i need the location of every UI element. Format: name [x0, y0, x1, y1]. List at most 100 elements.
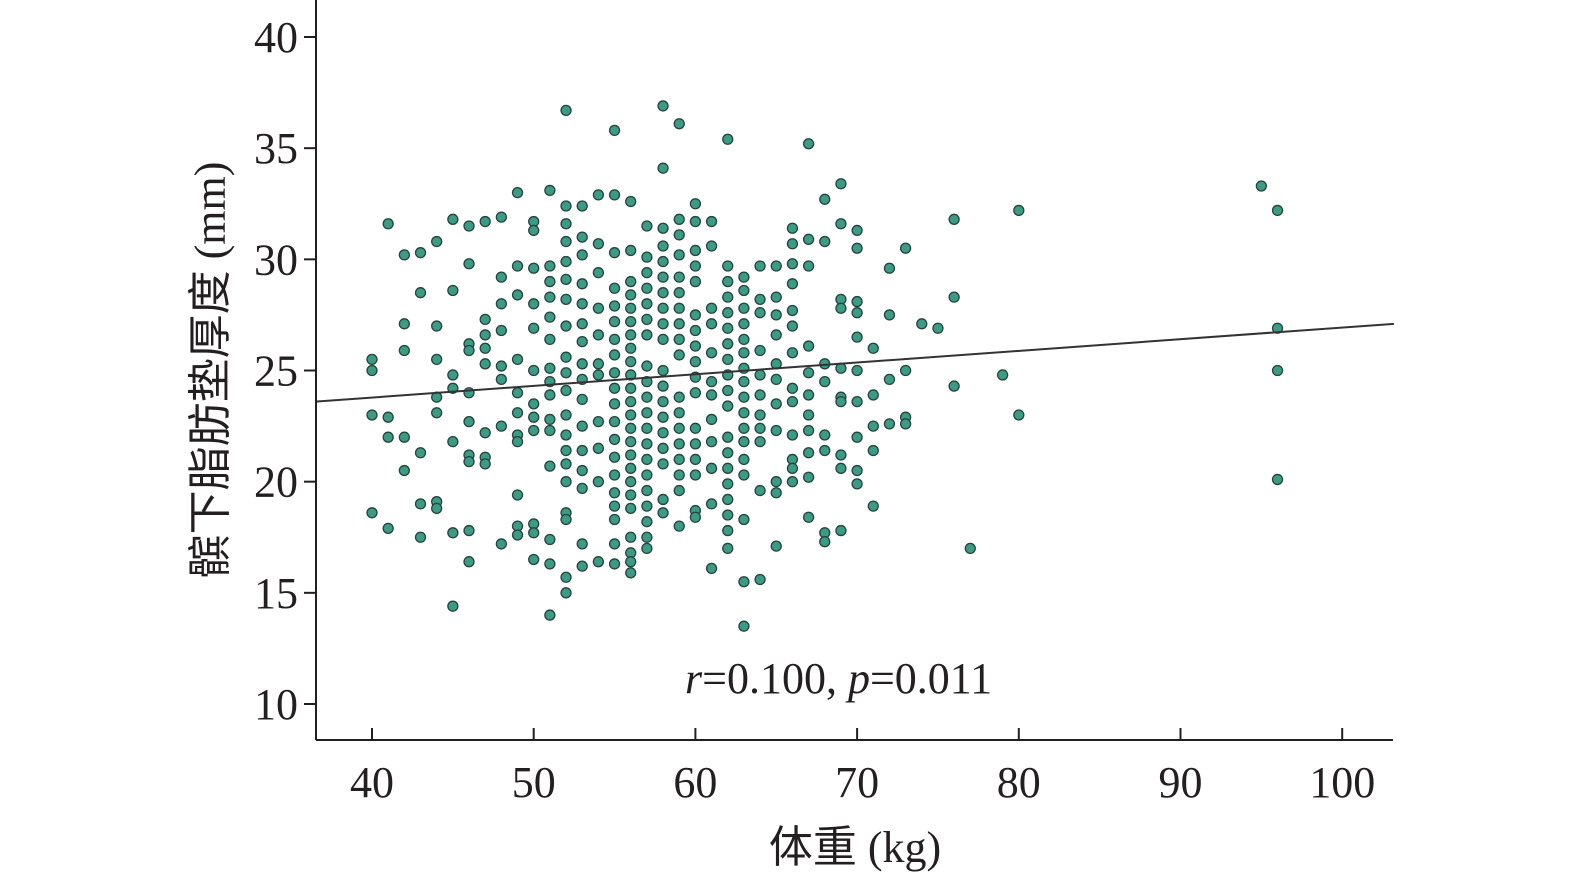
x-axis-title: 体重 (kg)	[769, 823, 941, 872]
y-tick-label: 15	[254, 569, 298, 618]
data-point	[835, 462, 847, 474]
data-point	[786, 429, 799, 441]
data-point	[705, 302, 718, 314]
data-point	[689, 438, 702, 450]
data-point	[495, 360, 508, 372]
data-point	[511, 529, 524, 541]
data-point	[899, 418, 912, 430]
data-point	[511, 489, 524, 501]
data-point	[722, 493, 734, 506]
data-point	[657, 411, 669, 423]
data-point	[657, 507, 669, 519]
data-point	[576, 249, 588, 261]
data-point	[608, 451, 621, 463]
data-point	[835, 449, 847, 461]
data-point	[625, 409, 637, 421]
data-point	[770, 487, 782, 499]
data-point	[479, 215, 491, 228]
data-point	[592, 329, 605, 341]
data-point	[625, 315, 637, 328]
data-point	[689, 387, 702, 399]
data-point	[722, 400, 734, 412]
data-point	[608, 487, 621, 499]
data-point	[657, 287, 669, 299]
data-point	[528, 398, 540, 410]
data-point	[738, 302, 750, 314]
data-point	[641, 282, 653, 294]
data-point	[382, 411, 394, 423]
data-point	[705, 240, 718, 252]
data-point	[608, 558, 621, 570]
data-point	[576, 482, 588, 494]
data-point	[689, 198, 702, 210]
data-point	[657, 493, 669, 506]
data-point	[528, 322, 540, 334]
data-point	[479, 358, 491, 370]
p-symbol: p	[845, 654, 870, 703]
y-tick-label: 25	[254, 347, 298, 396]
data-point	[754, 573, 766, 586]
data-point	[673, 391, 685, 403]
y-tick-label: 10	[254, 680, 298, 729]
data-point	[447, 369, 459, 381]
data-point	[819, 536, 831, 548]
r-value: =0.100,	[702, 654, 848, 703]
data-point	[705, 375, 718, 388]
data-point	[1255, 180, 1267, 192]
data-point	[592, 189, 605, 201]
data-point	[479, 342, 491, 354]
data-point	[689, 511, 702, 523]
data-point	[528, 411, 540, 423]
data-point	[867, 342, 879, 354]
data-point	[544, 424, 556, 437]
data-point	[754, 422, 766, 434]
data-point	[802, 138, 815, 150]
data-point	[673, 469, 685, 481]
data-point	[722, 509, 734, 521]
x-ticks: 40 50 60 70 80 90 100	[350, 728, 1375, 807]
data-point	[754, 293, 766, 306]
data-point	[819, 429, 831, 441]
data-point	[899, 364, 912, 377]
data-point	[592, 267, 605, 279]
data-point	[447, 284, 459, 297]
data-point	[641, 313, 653, 326]
data-point	[754, 344, 766, 357]
data-point	[705, 389, 718, 401]
data-point	[689, 215, 702, 228]
data-point	[625, 449, 637, 461]
data-point	[576, 358, 588, 370]
data-point	[754, 369, 766, 381]
data-point	[754, 409, 766, 421]
data-point	[705, 562, 718, 575]
data-point	[851, 224, 863, 237]
data-point	[657, 395, 669, 408]
data-point	[657, 364, 669, 377]
data-point	[495, 271, 508, 283]
data-point	[608, 315, 621, 328]
data-point	[802, 511, 815, 523]
x-tick-label: 70	[835, 758, 879, 807]
data-point	[463, 387, 475, 399]
data-point	[641, 531, 653, 543]
data-point	[592, 358, 605, 370]
y-axis-title: 髌下脂肪垫厚度 (mm)	[186, 162, 235, 579]
data-point	[463, 524, 475, 537]
data-point	[447, 213, 459, 225]
data-point	[479, 427, 491, 439]
data-point	[414, 287, 427, 299]
data-point	[625, 436, 637, 448]
data-point	[673, 484, 685, 497]
data-point	[528, 527, 540, 539]
data-point	[722, 384, 734, 397]
data-point	[382, 522, 394, 535]
data-point	[689, 244, 702, 257]
data-point	[932, 322, 944, 334]
data-point	[495, 298, 508, 310]
data-point	[802, 233, 815, 245]
data-point	[641, 267, 653, 279]
data-point	[964, 542, 976, 555]
data-point	[722, 307, 734, 319]
data-point	[625, 244, 637, 257]
data-point	[447, 436, 459, 448]
